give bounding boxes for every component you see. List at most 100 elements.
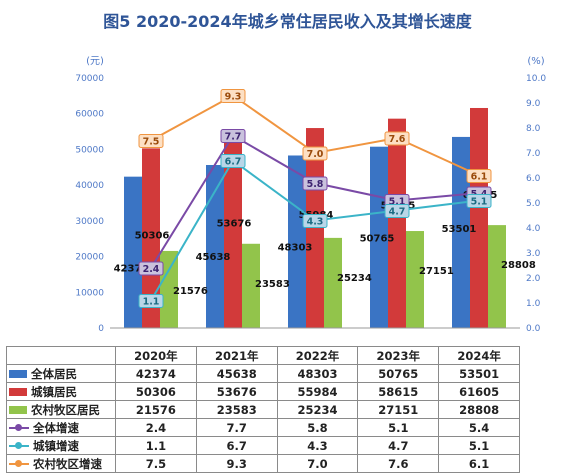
table-value-cell: 53676: [195, 382, 278, 401]
table-value-cell: 5.1: [357, 418, 440, 437]
right-tick-label: 0.0: [526, 324, 541, 334]
bar-value-label: 42374: [114, 264, 149, 275]
legend-label: 全体居民: [31, 366, 77, 381]
table-category-header: 2020年: [115, 346, 197, 365]
bar-2-2: [324, 237, 342, 328]
left-axis-unit: (元): [86, 56, 104, 67]
table-category-header: 2023年: [357, 346, 440, 365]
legend-label: 全体增速: [33, 420, 79, 435]
line-2-label-box: [138, 134, 164, 148]
line-1-value-label: 4.3: [307, 217, 324, 228]
bar-value-label: 28808: [501, 260, 536, 271]
line-1-label-box: [138, 294, 164, 308]
table-value-cell: 53501: [438, 364, 520, 383]
right-tick-label: 3.0: [526, 249, 541, 259]
bar-2-4: [488, 225, 506, 328]
line-1-label-box: [466, 194, 492, 208]
line-0-value-label: 2.4: [143, 264, 160, 275]
table-value-cell: 2.4: [115, 418, 197, 437]
left-tick-label: 10000: [75, 288, 104, 298]
table-series-name-cell: 农村牧区居民: [6, 400, 116, 419]
table-value-cell: 7.7: [195, 418, 278, 437]
right-tick-label: 7.0: [526, 149, 541, 159]
table-value-cell: 50306: [115, 382, 197, 401]
line-2-label-box: [466, 169, 492, 183]
chart-title: 图5 2020-2024年城乡常住居民收入及其增长速度: [103, 12, 472, 31]
bar-value-label: 25234: [337, 273, 372, 284]
legend-swatch: [9, 423, 29, 433]
table-value-cell: 55984: [276, 382, 359, 401]
table-category-header: 2021年: [195, 346, 278, 365]
left-tick-label: 60000: [75, 110, 104, 120]
bar-1-0: [142, 148, 160, 328]
table-value-cell: 45638: [195, 364, 278, 383]
right-tick-label: 8.0: [526, 124, 541, 134]
table-value-cell: 48303: [276, 364, 359, 383]
table-value-cell: 42374: [115, 364, 197, 383]
left-tick-label: 40000: [75, 181, 104, 191]
table-value-cell: 61605: [438, 382, 520, 401]
table-value-cell: 27151: [357, 400, 440, 419]
right-tick-label: 6.0: [526, 174, 541, 184]
table-series-name-cell: 全体居民: [6, 364, 116, 383]
line-0-label-box: [138, 261, 164, 276]
table-value-cell: 6.7: [195, 436, 278, 455]
bar-0-3: [370, 146, 388, 328]
table-series-name-cell: 全体增速: [6, 418, 116, 437]
line-2-value-label: 7.0: [307, 149, 324, 160]
legend-swatch: [9, 459, 29, 469]
left-tick-label: 50000: [75, 145, 104, 155]
legend-label: 城镇居民: [31, 384, 77, 399]
bar-value-label: 27151: [419, 266, 454, 277]
legend-swatch: [9, 370, 27, 378]
data-table: 2020年 2021年 2022年 2023年 2024年 全体居民 42374 45638 4…: [6, 346, 520, 473]
table-header-row: 2020年 2021年 2022年 2023年 2024年: [6, 346, 520, 365]
line-1-value-label: 4.7: [389, 207, 406, 218]
line-1-label-box: [384, 204, 410, 218]
line-1-value-label: 1.1: [143, 297, 160, 308]
right-tick-label: 4.0: [526, 224, 541, 234]
left-tick-label: 20000: [75, 253, 104, 263]
bar-1-1: [224, 136, 242, 328]
line-2-value-label: 9.3: [225, 92, 242, 103]
line-2-value-label: 6.1: [471, 172, 488, 183]
bar-2-0: [160, 250, 178, 328]
bar-value-label: 50765: [360, 234, 395, 245]
table-value-cell: 7.6: [357, 454, 440, 473]
left-tick-label: 30000: [75, 217, 104, 227]
right-axis-unit: (%): [527, 56, 544, 67]
table-value-cell: 5.1: [438, 436, 520, 455]
table-value-cell: 58615: [357, 382, 440, 401]
table-value-cell: 28808: [438, 400, 520, 419]
line-0-label-box: [220, 129, 246, 143]
table-value-cell: 5.8: [276, 418, 359, 437]
table-value-cell: 5.4: [438, 418, 520, 437]
legend-swatch: [9, 388, 27, 396]
line-1-value-label: 6.7: [225, 157, 242, 168]
line-2-label-box: [384, 131, 410, 146]
line-2-value-label: 7.5: [143, 137, 160, 148]
right-tick-label: 9.0: [526, 99, 541, 109]
line-0-label-box: [302, 176, 328, 191]
bar-value-label: 53676: [217, 218, 252, 229]
line-1-label-box: [302, 214, 328, 228]
table-value-cell: 21576: [115, 400, 197, 419]
table-value-cell: 25234: [276, 400, 359, 419]
bar-2-3: [406, 231, 424, 328]
bar-0-4: [452, 136, 470, 328]
bar-value-label: 21576: [173, 286, 208, 297]
bar-value-label: 48303: [278, 242, 313, 253]
table-row: 城镇居民 50306 53676 55984 58615 61605: [6, 382, 520, 401]
table-value-cell: 4.7: [357, 436, 440, 455]
bar-0-2: [288, 155, 306, 328]
table-row: 全体居民 42374 45638 48303 50765 53501: [6, 364, 520, 383]
bar-1-3: [388, 118, 406, 329]
line-0-value-label: 5.8: [307, 179, 324, 190]
line-1-value-label: 5.1: [471, 197, 488, 208]
right-tick-label: 2.0: [526, 274, 541, 284]
right-tick-label: 1.0: [526, 299, 541, 309]
bar-0-0: [124, 176, 142, 328]
table-value-cell: 4.3: [276, 436, 359, 455]
right-tick-label: 5.0: [526, 199, 541, 209]
bar-value-label: 23583: [255, 279, 290, 290]
